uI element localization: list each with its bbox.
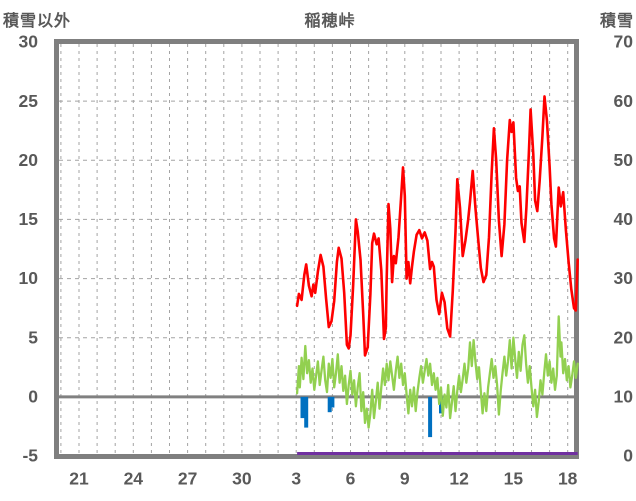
y-right-tick-label: 40: [614, 209, 634, 229]
y-right-tick-label: 30: [614, 268, 634, 288]
x-tick-label: 12: [449, 469, 469, 489]
y-right-tick-label: 70: [614, 32, 634, 52]
plot-frame: [54, 39, 579, 459]
x-tick-label: 18: [558, 469, 578, 489]
chart-title: 稲穂峠: [304, 13, 356, 30]
y-right-tick-label: 20: [614, 327, 634, 347]
x-tick-label: 6: [346, 469, 356, 489]
y-left-tick-label: 25: [19, 91, 39, 111]
x-tick-label: 3: [291, 469, 301, 489]
y-left-tick-label: 30: [19, 32, 39, 52]
x-tick-label: 24: [124, 469, 144, 489]
left-axis-title: 積雪以外: [3, 13, 72, 30]
x-tick-label: 15: [504, 469, 524, 489]
green-line: [295, 315, 579, 429]
y-left-tick-label: 20: [19, 150, 39, 170]
y-right-tick-label: 10: [614, 386, 634, 406]
y-right-tick-label: 50: [614, 150, 634, 170]
y-left-tick-label: 5: [28, 327, 38, 347]
y-left-tick-label: -5: [22, 446, 38, 466]
x-tick-label: 30: [232, 469, 252, 489]
x-tick-label: 9: [400, 469, 410, 489]
y-left-tick-label: 10: [19, 268, 39, 288]
x-tick-label: 21: [69, 469, 89, 489]
y-right-tick-label: 0: [623, 446, 633, 466]
y-right-tick-label: 60: [614, 91, 634, 111]
y-left-tick-label: 0: [28, 386, 38, 406]
right-axis-title: 積雪: [599, 13, 634, 30]
x-tick-label: 27: [178, 469, 197, 489]
y-left-tick-label: 15: [19, 209, 39, 229]
red-line: [295, 95, 580, 357]
